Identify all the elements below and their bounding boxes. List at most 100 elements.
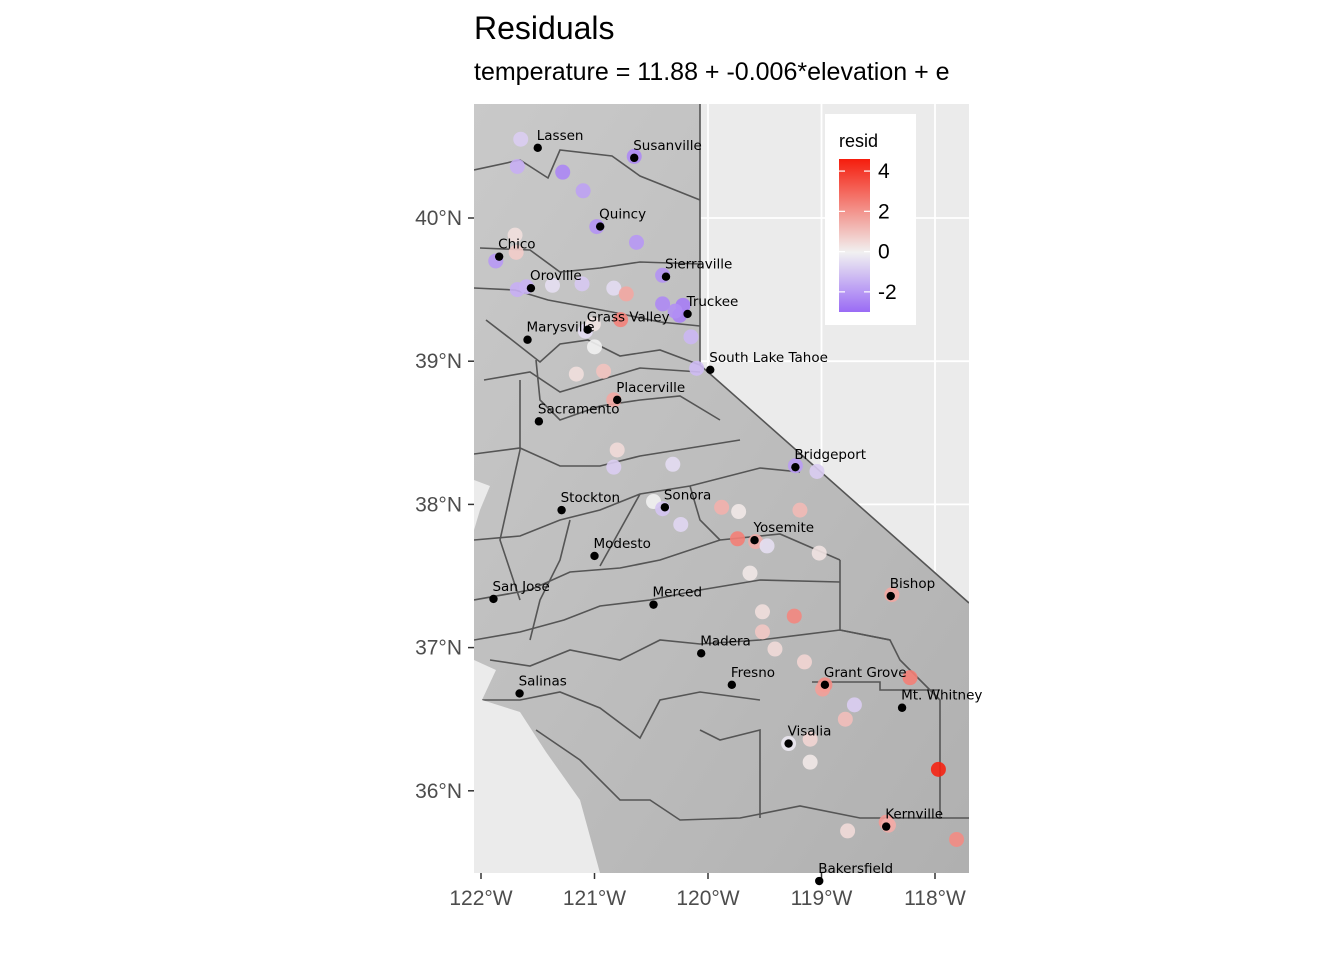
county-borders xyxy=(474,104,969,821)
city-marker xyxy=(523,335,532,344)
station-point xyxy=(665,456,681,472)
station-point xyxy=(618,286,634,302)
ocean-area xyxy=(474,480,490,530)
city-marker xyxy=(590,551,599,561)
city-label: Truckee xyxy=(686,294,739,310)
city-label: Mt. Whitney xyxy=(901,688,982,704)
x-tick-label: 119°W xyxy=(791,887,853,910)
station-point xyxy=(930,761,946,777)
city-label: Merced xyxy=(653,585,703,601)
station-point xyxy=(840,823,856,839)
city-marker xyxy=(595,222,605,231)
city-label: Placerville xyxy=(616,380,685,396)
station-point xyxy=(809,463,825,479)
city-label: Sonora xyxy=(664,487,711,503)
station-point xyxy=(730,531,746,547)
x-axis: 122°W 121°W 120°W 119°W 118°W xyxy=(449,873,966,910)
city-marker xyxy=(534,417,544,426)
city-label: Visalia xyxy=(788,724,832,740)
legend-tick-label: 0 xyxy=(878,241,890,264)
station-point xyxy=(802,731,818,747)
city-marker xyxy=(886,591,895,601)
city-marker xyxy=(526,283,536,293)
station-point xyxy=(574,276,590,292)
city-label: Oroville xyxy=(530,268,582,284)
y-axis: 40°N 39°N 38°N 37°N 36°N xyxy=(415,207,474,803)
station-point xyxy=(689,360,705,376)
station-point xyxy=(667,303,683,319)
station-point xyxy=(508,244,524,260)
station-point xyxy=(759,538,775,554)
city-marker xyxy=(630,153,639,163)
station-point xyxy=(754,624,770,640)
city-marker xyxy=(683,309,692,319)
y-tick-label: 38°N xyxy=(415,493,462,516)
station-point xyxy=(754,604,770,620)
y-tick-label: 40°N xyxy=(415,207,462,230)
station-point xyxy=(802,754,818,770)
station-point xyxy=(786,608,802,624)
city-label: Quincy xyxy=(599,207,646,223)
station-point xyxy=(714,499,730,515)
x-tick-label: 122°W xyxy=(449,887,512,910)
city-label: Grass Valley xyxy=(587,310,670,326)
city-marker xyxy=(557,505,566,515)
city-marker xyxy=(791,462,800,472)
legend-tick-label: 2 xyxy=(878,200,890,223)
x-tick-label: 118°W xyxy=(904,887,966,910)
city-label: Kernville xyxy=(885,807,943,823)
station-point xyxy=(513,131,529,147)
city-label: Susanville xyxy=(633,138,702,154)
station-point xyxy=(609,442,625,458)
station-point xyxy=(655,296,671,312)
y-tick-label: 36°N xyxy=(415,780,462,803)
station-point xyxy=(811,545,827,561)
station-point xyxy=(545,277,561,293)
x-tick-label: 120°W xyxy=(676,887,739,910)
city-label: Lassen xyxy=(537,128,584,144)
city-marker xyxy=(820,680,830,690)
station-point xyxy=(673,516,689,532)
station-point xyxy=(796,654,812,670)
legend-title: resid xyxy=(839,131,878,151)
station-point xyxy=(767,641,783,657)
legend-tick-label: 4 xyxy=(878,160,890,183)
city-label: Bakersfield xyxy=(818,861,893,877)
station-point xyxy=(731,504,747,520)
city-marker xyxy=(533,143,542,153)
city-label: Salinas xyxy=(519,673,567,689)
city-label: Stockton xyxy=(561,490,620,506)
station-point xyxy=(742,565,758,581)
station-point xyxy=(902,670,918,686)
y-tick-label: 39°N xyxy=(415,350,462,373)
city-label: Marysville xyxy=(527,320,595,336)
city-marker xyxy=(881,822,891,831)
city-label: South Lake Tahoe xyxy=(709,350,828,366)
city-marker xyxy=(815,876,824,886)
city-label: Yosemite xyxy=(753,520,815,536)
station-point xyxy=(683,329,699,345)
city-label: Chico xyxy=(498,237,535,253)
city-label: San Jose xyxy=(492,579,549,595)
city-label: Fresno xyxy=(731,665,775,681)
city-label: Grant Grove xyxy=(824,665,907,681)
city-marker xyxy=(706,365,715,374)
station-point xyxy=(507,227,523,243)
station-point xyxy=(837,711,853,727)
station-point xyxy=(596,363,612,379)
city-marker xyxy=(660,503,670,512)
city-label: Bishop xyxy=(890,576,935,592)
city-label: Modesto xyxy=(594,536,651,552)
city-marker xyxy=(515,689,524,698)
station-point xyxy=(792,502,808,518)
station-point xyxy=(628,234,644,250)
city-marker xyxy=(727,680,737,690)
station-point xyxy=(613,312,629,328)
station-point xyxy=(587,339,602,355)
city-label: Bridgeport xyxy=(794,447,866,463)
city-label: Sierraville xyxy=(665,257,732,273)
city-marker xyxy=(489,594,498,604)
city-label: Madera xyxy=(700,633,751,649)
city-marker xyxy=(649,600,658,609)
station-point xyxy=(606,459,622,475)
